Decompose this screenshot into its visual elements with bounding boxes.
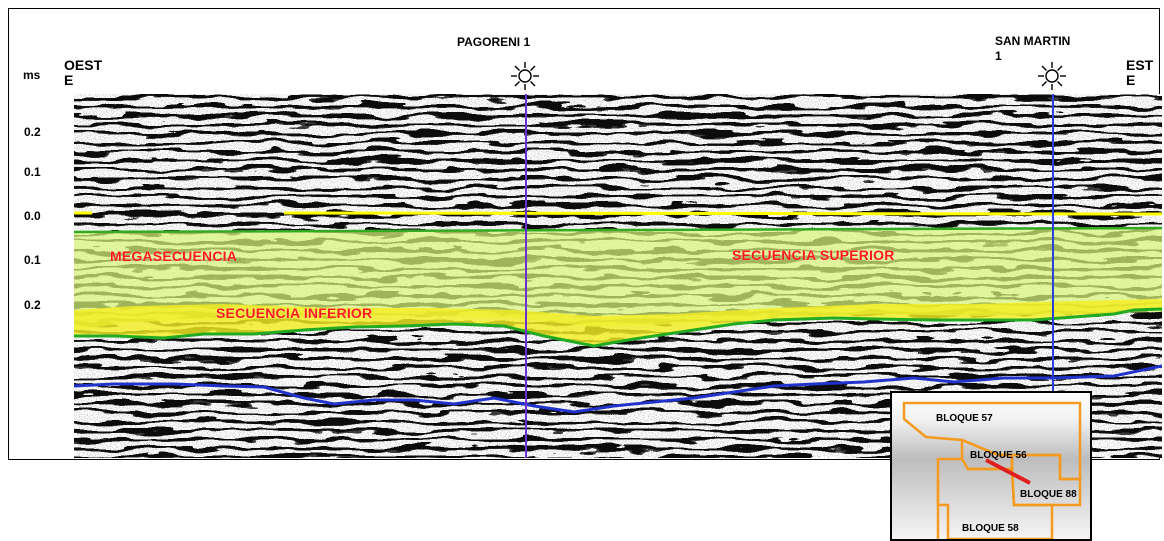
- datum-horizon: [74, 211, 1162, 216]
- block-label: BLOQUE 88: [1020, 489, 1077, 500]
- location-map-inset: BLOQUE 57 BLOQUE 56 BLOQUE 88 BLOQUE 58: [890, 391, 1092, 541]
- deep-horizon: [74, 364, 1162, 414]
- well-symbol-icon: [511, 62, 539, 90]
- upper-sequence-label: SECUENCIA SUPERIOR: [732, 247, 895, 263]
- east-label: EST E: [1126, 58, 1156, 88]
- seismic-section: [74, 94, 1162, 458]
- west-label: OEST E: [64, 58, 112, 88]
- well-label-san-martin-line2: 1: [995, 49, 1002, 63]
- well-label-san-martin-line1: SAN MARTIN: [995, 34, 1071, 48]
- east-label-wrap: E: [1126, 72, 1136, 88]
- block-label: BLOQUE 58: [962, 523, 1019, 534]
- time-tick: 0.0: [24, 209, 41, 223]
- well-symbol-icon: [1038, 62, 1066, 90]
- time-tick: 0.2: [24, 298, 41, 312]
- block-label: BLOQUE 57: [936, 413, 993, 424]
- time-tick: 0.1: [24, 165, 41, 179]
- section-location-line: [985, 458, 1031, 485]
- megasequence-label: MEGASECUENCIA: [110, 248, 238, 264]
- time-tick: 0.1: [24, 253, 41, 267]
- block-label: BLOQUE 56: [970, 450, 1027, 461]
- base-sequence-horizon: [74, 307, 1162, 348]
- west-label-wrap: E: [64, 72, 74, 88]
- well-label-pagoreni: PAGORENI 1: [457, 35, 531, 49]
- block-outlines: [902, 401, 1082, 539]
- top-horizon: [74, 226, 1162, 234]
- unit-label: ms: [23, 68, 41, 82]
- lower-sequence-label: SECUENCIA INFERIOR: [216, 305, 373, 321]
- lower-sequence-fill: [74, 299, 1162, 346]
- west-label-text: OEST: [64, 57, 103, 73]
- east-label-text: EST: [1126, 57, 1154, 73]
- well-label-san-martin: SAN MARTIN 1: [995, 34, 1085, 64]
- time-tick: 0.2: [24, 125, 41, 139]
